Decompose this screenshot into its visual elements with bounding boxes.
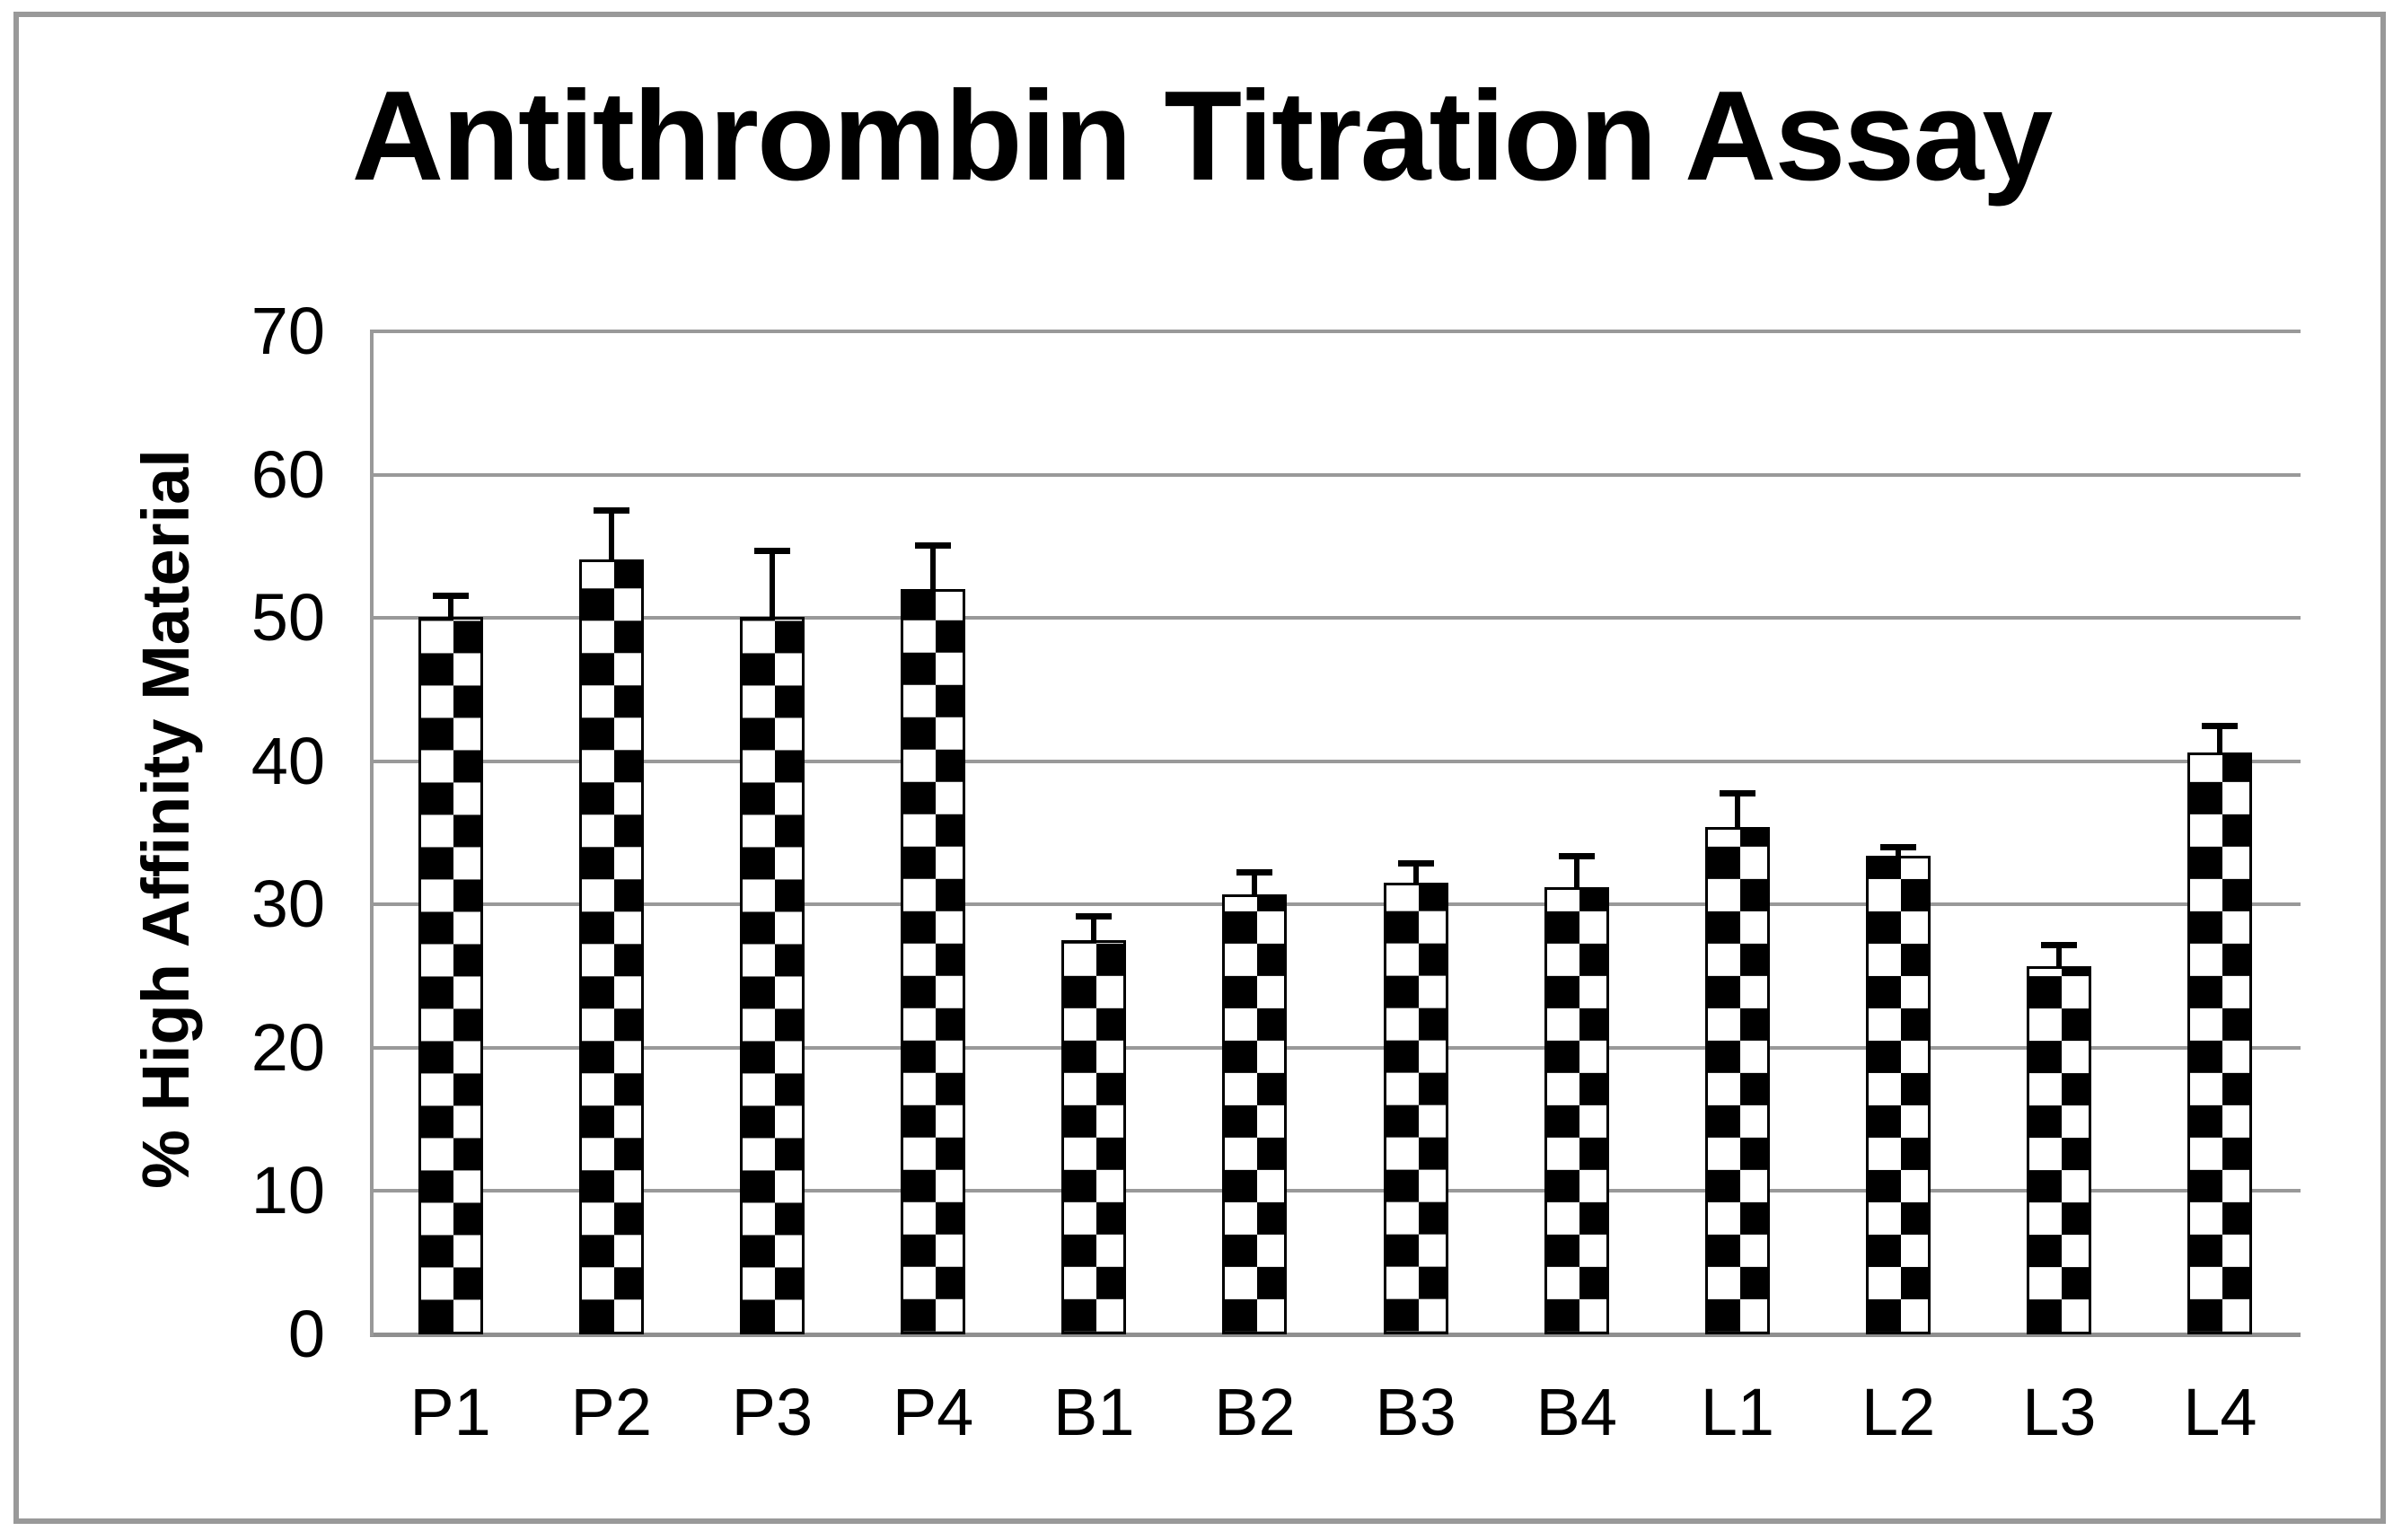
bar xyxy=(578,559,644,1334)
y-tick-label: 20 xyxy=(251,1009,325,1085)
bar xyxy=(2027,965,2092,1334)
x-tick-label: B2 xyxy=(1214,1375,1296,1449)
bar xyxy=(1704,827,1770,1334)
error-bar-line xyxy=(769,550,775,619)
gridline xyxy=(370,1045,2301,1050)
error-bar-cap xyxy=(1236,868,1273,876)
y-tick-label: 30 xyxy=(251,867,325,942)
error-bar-line xyxy=(930,544,937,592)
gridline xyxy=(370,616,2301,620)
gridline xyxy=(370,330,2301,333)
error-bar-line xyxy=(1252,871,1258,897)
x-tick-label: L1 xyxy=(1700,1375,1775,1449)
error-bar-cap xyxy=(753,548,790,555)
x-tick-label: L3 xyxy=(2022,1375,2097,1449)
error-bar-cap xyxy=(1397,860,1434,867)
figure-border xyxy=(13,12,2386,1524)
y-tick-label: 60 xyxy=(251,436,325,512)
x-tick-label: P4 xyxy=(892,1375,974,1449)
gridline xyxy=(370,759,2301,763)
gridline xyxy=(370,1189,2301,1193)
chart-title: Antithrombin Titration Assay xyxy=(351,65,2054,207)
y-tick-label: 70 xyxy=(251,294,325,368)
error-bar-line xyxy=(1896,847,1902,858)
error-bar-cap xyxy=(1076,913,1113,920)
x-tick-label: L2 xyxy=(1861,1375,1936,1449)
bar xyxy=(901,589,966,1334)
error-bar-line xyxy=(2217,725,2223,755)
x-tick-label: P3 xyxy=(731,1375,814,1449)
x-tick-label: P2 xyxy=(570,1375,652,1449)
y-axis-line xyxy=(370,331,374,1336)
x-axis-line xyxy=(370,1333,2301,1337)
x-tick-label: B4 xyxy=(1535,1375,1617,1449)
error-bar-line xyxy=(1091,916,1097,943)
x-tick-label: B3 xyxy=(1375,1375,1456,1449)
error-bar-cap xyxy=(2202,722,2239,729)
y-tick-label: 0 xyxy=(287,1297,325,1371)
error-bar-cap xyxy=(1880,844,1917,851)
error-bar-cap xyxy=(432,592,469,599)
error-bar-cap xyxy=(915,541,952,549)
bar xyxy=(2187,752,2253,1334)
y-tick-label: 50 xyxy=(251,580,325,656)
error-bar-line xyxy=(1573,856,1579,890)
bar xyxy=(1222,894,1288,1334)
x-tick-label: P1 xyxy=(409,1375,491,1449)
error-bar-line xyxy=(2056,944,2063,968)
error-bar-line xyxy=(1412,863,1419,885)
error-bar-cap xyxy=(1719,789,1755,796)
x-tick-label: L4 xyxy=(2183,1375,2257,1449)
bar xyxy=(1061,940,1127,1334)
bar xyxy=(418,616,483,1334)
y-tick-label: 10 xyxy=(251,1153,325,1228)
y-tick-label: 40 xyxy=(251,723,325,798)
gridline xyxy=(370,902,2301,907)
error-bar-line xyxy=(608,510,614,561)
bar xyxy=(1866,856,1931,1334)
error-bar-line xyxy=(1734,792,1740,830)
error-bar-cap xyxy=(593,507,629,515)
error-bar-cap xyxy=(1558,853,1595,860)
x-tick-label: B1 xyxy=(1052,1375,1135,1449)
error-bar-line xyxy=(447,594,453,619)
error-bar-cap xyxy=(2041,941,2078,948)
bar xyxy=(739,616,805,1334)
gridline xyxy=(370,472,2301,477)
bar xyxy=(1383,883,1448,1334)
bar xyxy=(1544,887,1609,1334)
